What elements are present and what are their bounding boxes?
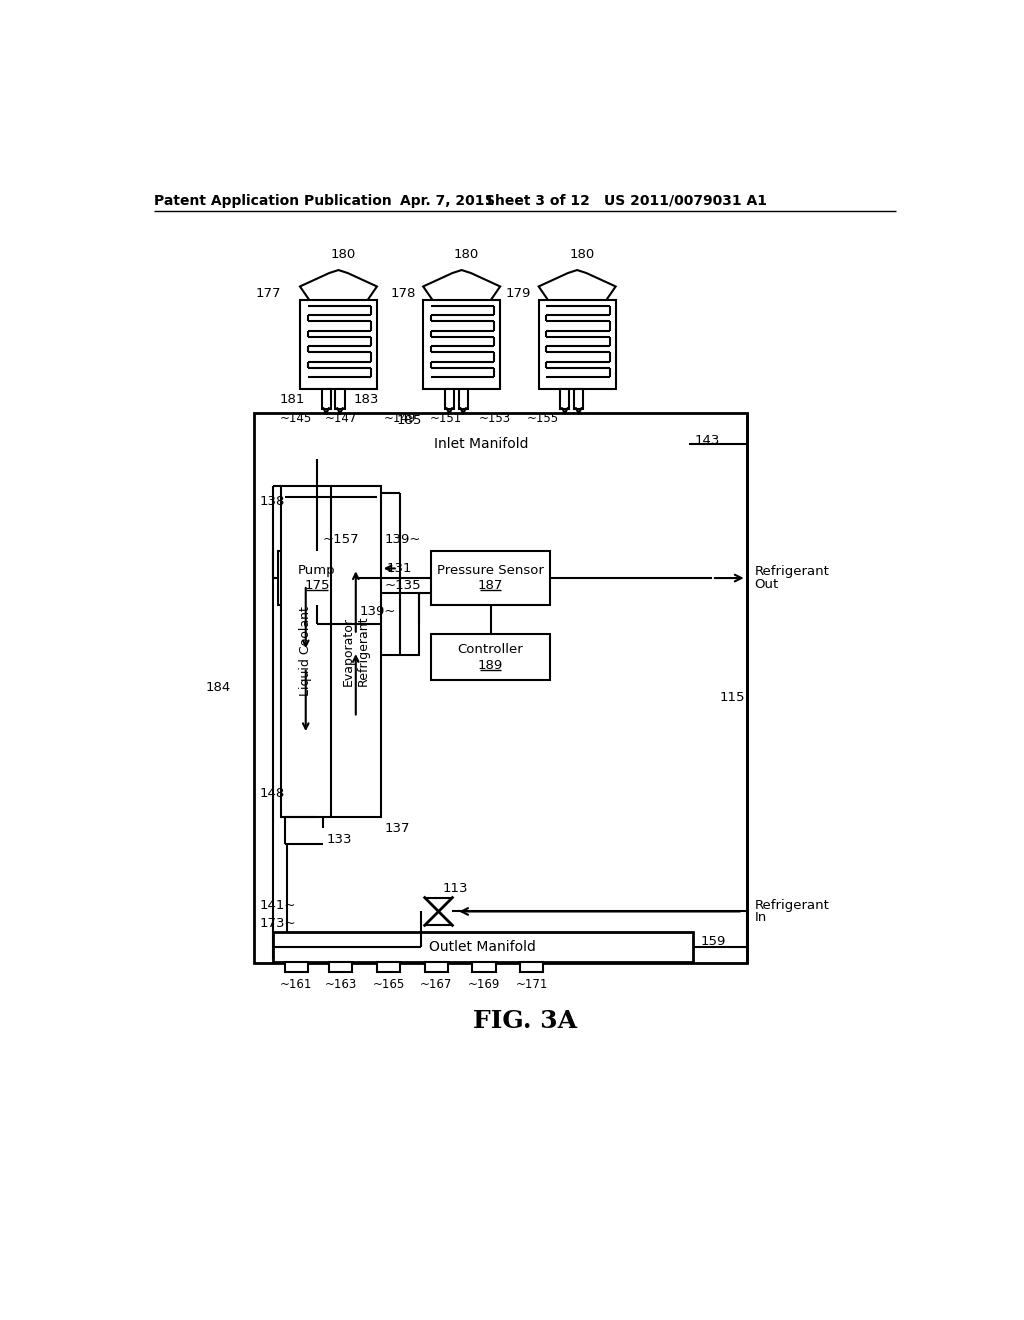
Text: 187: 187	[478, 579, 503, 593]
Text: Evaporator
Refrigerant: Evaporator Refrigerant	[342, 616, 370, 686]
Text: 181: 181	[280, 393, 304, 407]
Text: 143: 143	[694, 434, 720, 446]
Bar	[336, 389, 345, 409]
Bar	[435, 418, 458, 429]
Bar	[539, 300, 615, 389]
Bar	[423, 300, 500, 389]
Text: ~151: ~151	[430, 412, 463, 425]
Text: 159: 159	[700, 935, 726, 948]
Text: ~145: ~145	[280, 412, 312, 425]
Text: ~135: ~135	[385, 579, 421, 593]
Text: 131: 131	[387, 562, 413, 576]
Bar	[531, 418, 554, 429]
Bar	[322, 389, 331, 409]
Text: ~167: ~167	[420, 978, 453, 991]
Text: Out: Out	[755, 578, 778, 591]
Text: ~161: ~161	[280, 978, 312, 991]
Text: ~147: ~147	[325, 412, 357, 425]
Text: 175: 175	[304, 579, 330, 593]
Text: Refrigerant: Refrigerant	[755, 899, 829, 912]
Text: 184: 184	[206, 681, 230, 694]
Text: Liquid Coolant: Liquid Coolant	[299, 606, 312, 696]
Text: ~155: ~155	[526, 412, 558, 425]
Bar	[431, 552, 550, 605]
Bar	[388, 418, 412, 429]
Bar	[444, 389, 454, 409]
Bar	[377, 961, 400, 973]
Text: 173~: 173~	[260, 916, 297, 929]
Text: 115: 115	[720, 690, 745, 704]
Text: ~153: ~153	[478, 412, 511, 425]
Text: Refrigerant: Refrigerant	[755, 565, 829, 578]
Bar	[273, 429, 689, 459]
Text: US 2011/0079031 A1: US 2011/0079031 A1	[604, 194, 767, 207]
Text: 139~: 139~	[359, 605, 395, 618]
Bar	[254, 412, 746, 964]
Bar	[285, 961, 307, 973]
Text: ~157: ~157	[323, 533, 359, 546]
Text: 180: 180	[454, 248, 479, 261]
Bar	[472, 961, 496, 973]
Bar	[381, 594, 419, 655]
Text: 141~: 141~	[260, 899, 296, 912]
Text: 183: 183	[354, 393, 379, 407]
Text: Controller: Controller	[458, 643, 523, 656]
Bar	[285, 418, 307, 429]
Text: ~163: ~163	[325, 978, 357, 991]
Text: 137: 137	[385, 822, 411, 834]
Bar	[431, 635, 550, 681]
Text: ~171: ~171	[515, 978, 548, 991]
Bar	[459, 389, 468, 409]
Text: 138: 138	[260, 495, 286, 508]
Text: 179: 179	[506, 286, 531, 300]
Text: ~165: ~165	[373, 978, 404, 991]
Text: 133: 133	[327, 833, 352, 846]
Bar	[483, 418, 506, 429]
Bar	[330, 961, 352, 973]
Text: 139~: 139~	[385, 533, 421, 546]
Text: ~169: ~169	[468, 978, 500, 991]
Text: Pump: Pump	[298, 564, 336, 577]
Bar	[330, 418, 352, 429]
Bar	[520, 961, 544, 973]
Text: FIG. 3A: FIG. 3A	[473, 1008, 577, 1032]
Bar	[273, 932, 692, 961]
Text: 113: 113	[442, 882, 468, 895]
Text: ~149: ~149	[384, 412, 416, 425]
Bar	[574, 389, 584, 409]
Text: Apr. 7, 2011: Apr. 7, 2011	[400, 194, 495, 207]
Text: 180: 180	[331, 248, 356, 261]
Bar	[281, 486, 381, 817]
Text: Pressure Sensor: Pressure Sensor	[437, 564, 544, 577]
Text: 185: 185	[396, 413, 422, 426]
Bar	[279, 552, 355, 605]
Text: 189: 189	[478, 659, 503, 672]
Text: 180: 180	[569, 248, 595, 261]
Text: Patent Application Publication: Patent Application Publication	[154, 194, 391, 207]
Bar	[560, 389, 569, 409]
Text: Outlet Manifold: Outlet Manifold	[429, 940, 537, 954]
Text: 177: 177	[255, 286, 281, 300]
Text: In: In	[755, 911, 767, 924]
Bar	[300, 300, 377, 389]
Text: 178: 178	[390, 286, 416, 300]
Text: 148: 148	[260, 787, 285, 800]
Text: Sheet 3 of 12: Sheet 3 of 12	[484, 194, 590, 207]
Text: Inlet Manifold: Inlet Manifold	[433, 437, 528, 451]
Bar	[425, 961, 447, 973]
